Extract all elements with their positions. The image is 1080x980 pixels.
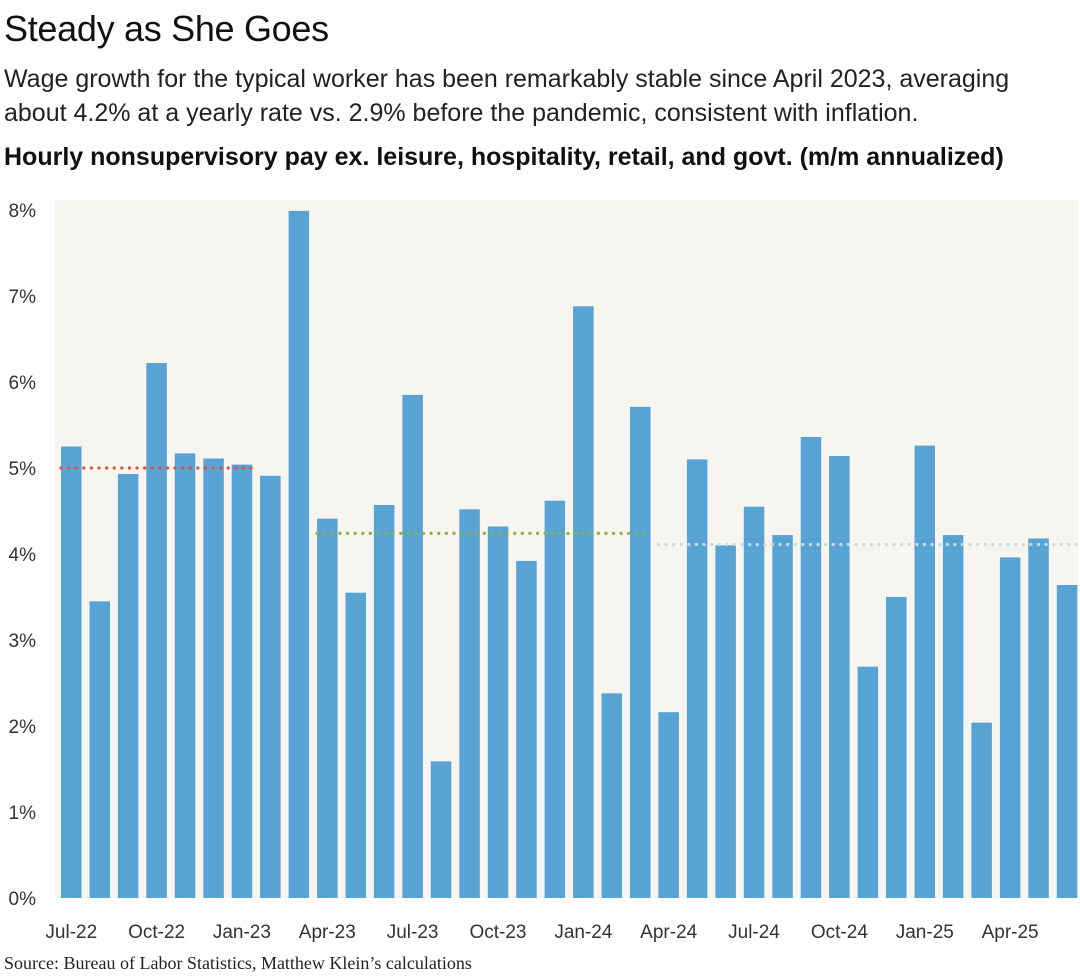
x-tick-label: Jul-23 <box>387 922 439 943</box>
y-tick-label: 7% <box>9 287 37 308</box>
bar-May-23 <box>345 592 366 898</box>
x-tick-label: Jul-22 <box>45 922 97 943</box>
x-tick-label: Oct-23 <box>469 922 526 943</box>
x-tick-label: Apr-23 <box>299 922 356 943</box>
x-tick-label: Jan-25 <box>896 922 954 943</box>
x-axis: Jul-22 Oct-22 Jan-23 Apr-23 Jul-23 Oct-23 Jan-… <box>45 922 1038 943</box>
bar-Jul-22 <box>61 446 82 898</box>
bar-Apr-24 <box>658 712 679 898</box>
bars <box>61 210 1078 899</box>
y-axis: 0% 1% 2% 3% 4% 5% 6% 7% 8% <box>9 201 37 910</box>
y-tick-label: 8% <box>9 201 37 222</box>
bar-Oct-24 <box>829 456 850 898</box>
bar-Jun-24 <box>715 545 736 898</box>
bar-Aug-22 <box>89 601 110 898</box>
bar-Dec-23 <box>544 500 566 898</box>
bar-Oct-23 <box>487 526 509 898</box>
bar-Jun-23 <box>373 505 395 898</box>
x-tick-label: Oct-24 <box>811 922 868 943</box>
bar-Nov-23 <box>516 560 537 898</box>
y-tick-label: 6% <box>9 373 37 394</box>
bar-Sep-22 <box>117 474 139 898</box>
bar-Aug-24 <box>772 535 793 898</box>
bar-Sep-23 <box>459 509 480 898</box>
bar-Nov-22 <box>174 453 196 898</box>
bar-Jun-25 <box>1056 585 1078 898</box>
x-tick-label: Jan-24 <box>554 922 613 943</box>
y-tick-label: 1% <box>9 803 37 824</box>
bar-Jul-23 <box>402 394 423 898</box>
bar-Mar-25 <box>971 722 992 898</box>
average-lines <box>59 466 1079 547</box>
source-note: Source: Bureau of Labor Statistics, Matt… <box>4 953 472 973</box>
bar-Aug-23 <box>430 761 452 898</box>
y-tick-label: 0% <box>9 889 37 910</box>
x-tick-label: Jan-23 <box>213 922 271 943</box>
bar-Mar-24 <box>630 406 651 898</box>
x-tick-label: Jul-24 <box>728 922 780 943</box>
chart-title: Steady as She Goes <box>4 8 329 49</box>
chart-heading: Hourly nonsupervisory pay ex. leisure, h… <box>4 143 1004 171</box>
y-tick-label: 2% <box>9 717 37 738</box>
bar-Oct-22 <box>146 363 167 899</box>
bar-Dec-24 <box>886 597 907 898</box>
bar-Feb-25 <box>942 535 964 898</box>
bar-chart: 0% 1% 2% 3% 4% 5% 6% 7% 8% Jul-22 Oct-22 Jan-23 Apr… <box>9 200 1079 943</box>
bar-Apr-23 <box>317 518 338 898</box>
bar-Feb-23 <box>260 475 281 898</box>
y-tick-label: 4% <box>9 545 37 566</box>
bar-Feb-24 <box>601 693 622 898</box>
bar-Dec-22 <box>203 458 224 898</box>
x-tick-label: Apr-25 <box>982 922 1039 943</box>
y-tick-label: 5% <box>9 459 37 480</box>
x-tick-label: Apr-24 <box>640 922 697 943</box>
bar-Jan-23 <box>231 464 253 898</box>
plot-background <box>55 200 1078 898</box>
bar-Apr-25 <box>999 557 1021 898</box>
y-tick-label: 3% <box>9 631 37 652</box>
bar-Jan-24 <box>573 306 594 898</box>
bar-Sep-24 <box>800 437 822 898</box>
bar-Mar-23 <box>288 210 310 898</box>
chart-subtitle: Wage growth for the typical worker has b… <box>4 65 1010 127</box>
bar-May-25 <box>1028 538 1049 898</box>
bar-May-24 <box>686 459 708 898</box>
bar-Jan-25 <box>914 445 935 898</box>
bar-Jul-24 <box>743 506 765 898</box>
x-tick-label: Oct-22 <box>128 922 185 943</box>
bar-Nov-24 <box>857 666 879 898</box>
